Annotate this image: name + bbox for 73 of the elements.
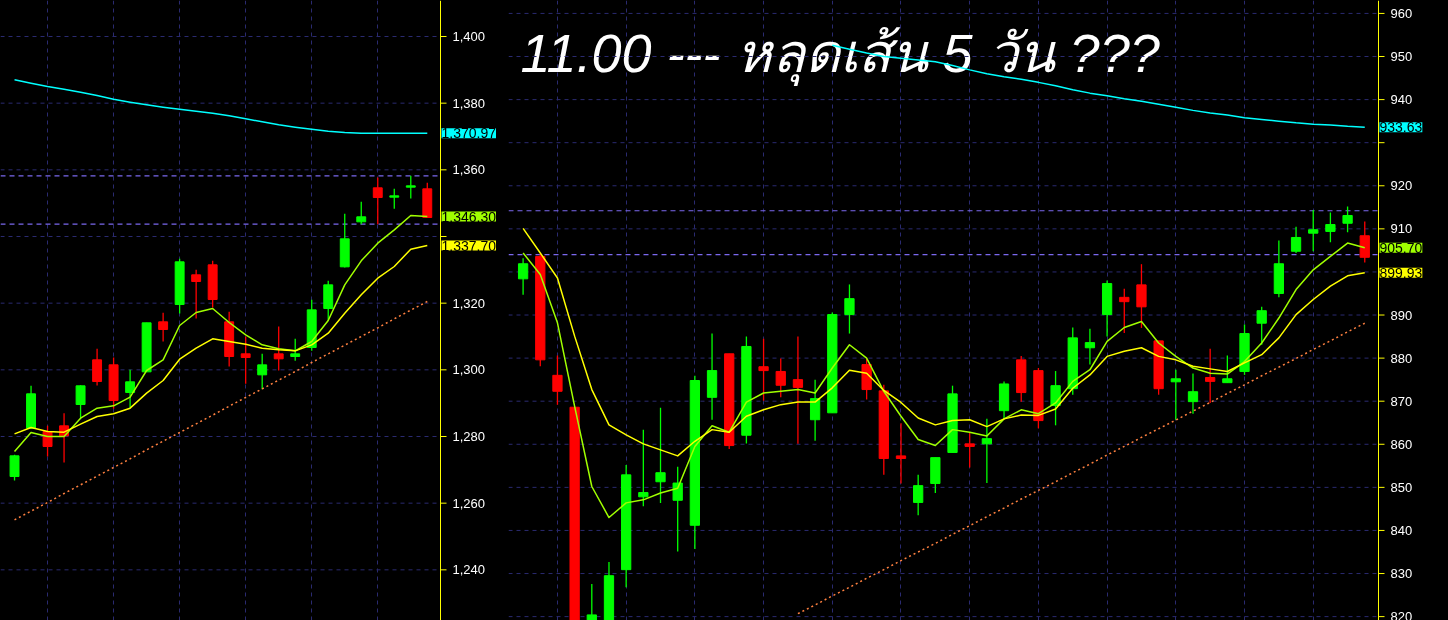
candlestick xyxy=(257,353,268,390)
y-tick-label: 840 xyxy=(1390,522,1413,538)
y-tick-label: 1,380 xyxy=(452,95,486,111)
y-tick-label: 1,240 xyxy=(452,562,486,578)
y-tick-label: 890 xyxy=(1390,307,1413,323)
text: 899.93 xyxy=(1379,264,1423,281)
y-tick-label: 910 xyxy=(1390,221,1413,237)
candlestick xyxy=(1136,263,1147,329)
y-tick-label: 1,280 xyxy=(452,429,486,444)
text: 1,346.30 xyxy=(441,208,497,225)
text: 933.63 xyxy=(1379,119,1423,136)
candlestick xyxy=(638,428,649,507)
y-tick-label: 1,360 xyxy=(452,162,486,178)
candlestick xyxy=(1256,306,1267,346)
candlestick xyxy=(372,176,383,225)
y-tick-label: 860 xyxy=(1390,436,1413,452)
candlestick xyxy=(1205,347,1216,404)
candlestick xyxy=(75,384,86,420)
y-tick-label: 1,260 xyxy=(452,495,486,511)
candlestick xyxy=(964,431,975,469)
line-series xyxy=(797,322,1366,615)
y-tick-label: 940 xyxy=(1390,92,1413,108)
candlestick xyxy=(1050,370,1061,426)
candlestick xyxy=(1187,372,1199,415)
line-series xyxy=(13,79,429,134)
y-tick-label: 1,400 xyxy=(452,29,486,44)
candlestick xyxy=(517,257,529,296)
candlestick xyxy=(1325,211,1336,243)
candlestick xyxy=(552,354,563,406)
y-tick-label: 920 xyxy=(1390,178,1413,194)
y-tick-label: 950 xyxy=(1390,49,1413,65)
candlestick xyxy=(1119,288,1130,334)
candlestick xyxy=(586,583,597,620)
line-series xyxy=(13,300,429,521)
candlestick xyxy=(981,418,993,484)
candlestick xyxy=(1084,328,1096,366)
y-tick-label: 960 xyxy=(1390,5,1413,21)
y-tick-label: 1,320 xyxy=(452,295,486,311)
candlestick xyxy=(1290,226,1302,254)
candlestick xyxy=(191,269,202,320)
candlestick xyxy=(655,407,666,504)
candlestick xyxy=(92,348,103,387)
candlestick xyxy=(405,175,416,200)
text: 905.70 xyxy=(1379,239,1423,256)
y-tick-label: 870 xyxy=(1390,393,1413,409)
candlestick xyxy=(672,466,683,553)
y-tick-label: 1,300 xyxy=(452,362,486,378)
candlestick xyxy=(356,201,367,225)
candlestick xyxy=(125,369,136,409)
candlestick xyxy=(240,335,251,385)
candlestick xyxy=(1308,209,1319,252)
candlestick xyxy=(895,422,907,485)
candlestick xyxy=(158,312,169,343)
y-tick-label: 850 xyxy=(1390,479,1413,495)
text: 1,370.97 xyxy=(441,125,497,142)
candlestick xyxy=(389,188,400,210)
candlestick xyxy=(1222,354,1233,384)
candlestick xyxy=(758,338,769,402)
candlestick xyxy=(273,325,284,372)
y-tick-label: 880 xyxy=(1390,350,1413,366)
candlestick xyxy=(1170,369,1181,421)
candlestick xyxy=(844,283,855,335)
text: 1,337.70 xyxy=(441,237,497,254)
y-tick-label: 830 xyxy=(1390,566,1413,582)
candlestick xyxy=(792,335,804,445)
candlestick xyxy=(9,454,20,482)
candlestick xyxy=(775,357,786,398)
candlestick xyxy=(1359,220,1370,264)
candlestick xyxy=(913,474,924,517)
line-series xyxy=(522,227,1366,457)
candlestick xyxy=(290,338,301,362)
candlestick xyxy=(42,425,53,458)
candlestick xyxy=(1342,205,1353,233)
